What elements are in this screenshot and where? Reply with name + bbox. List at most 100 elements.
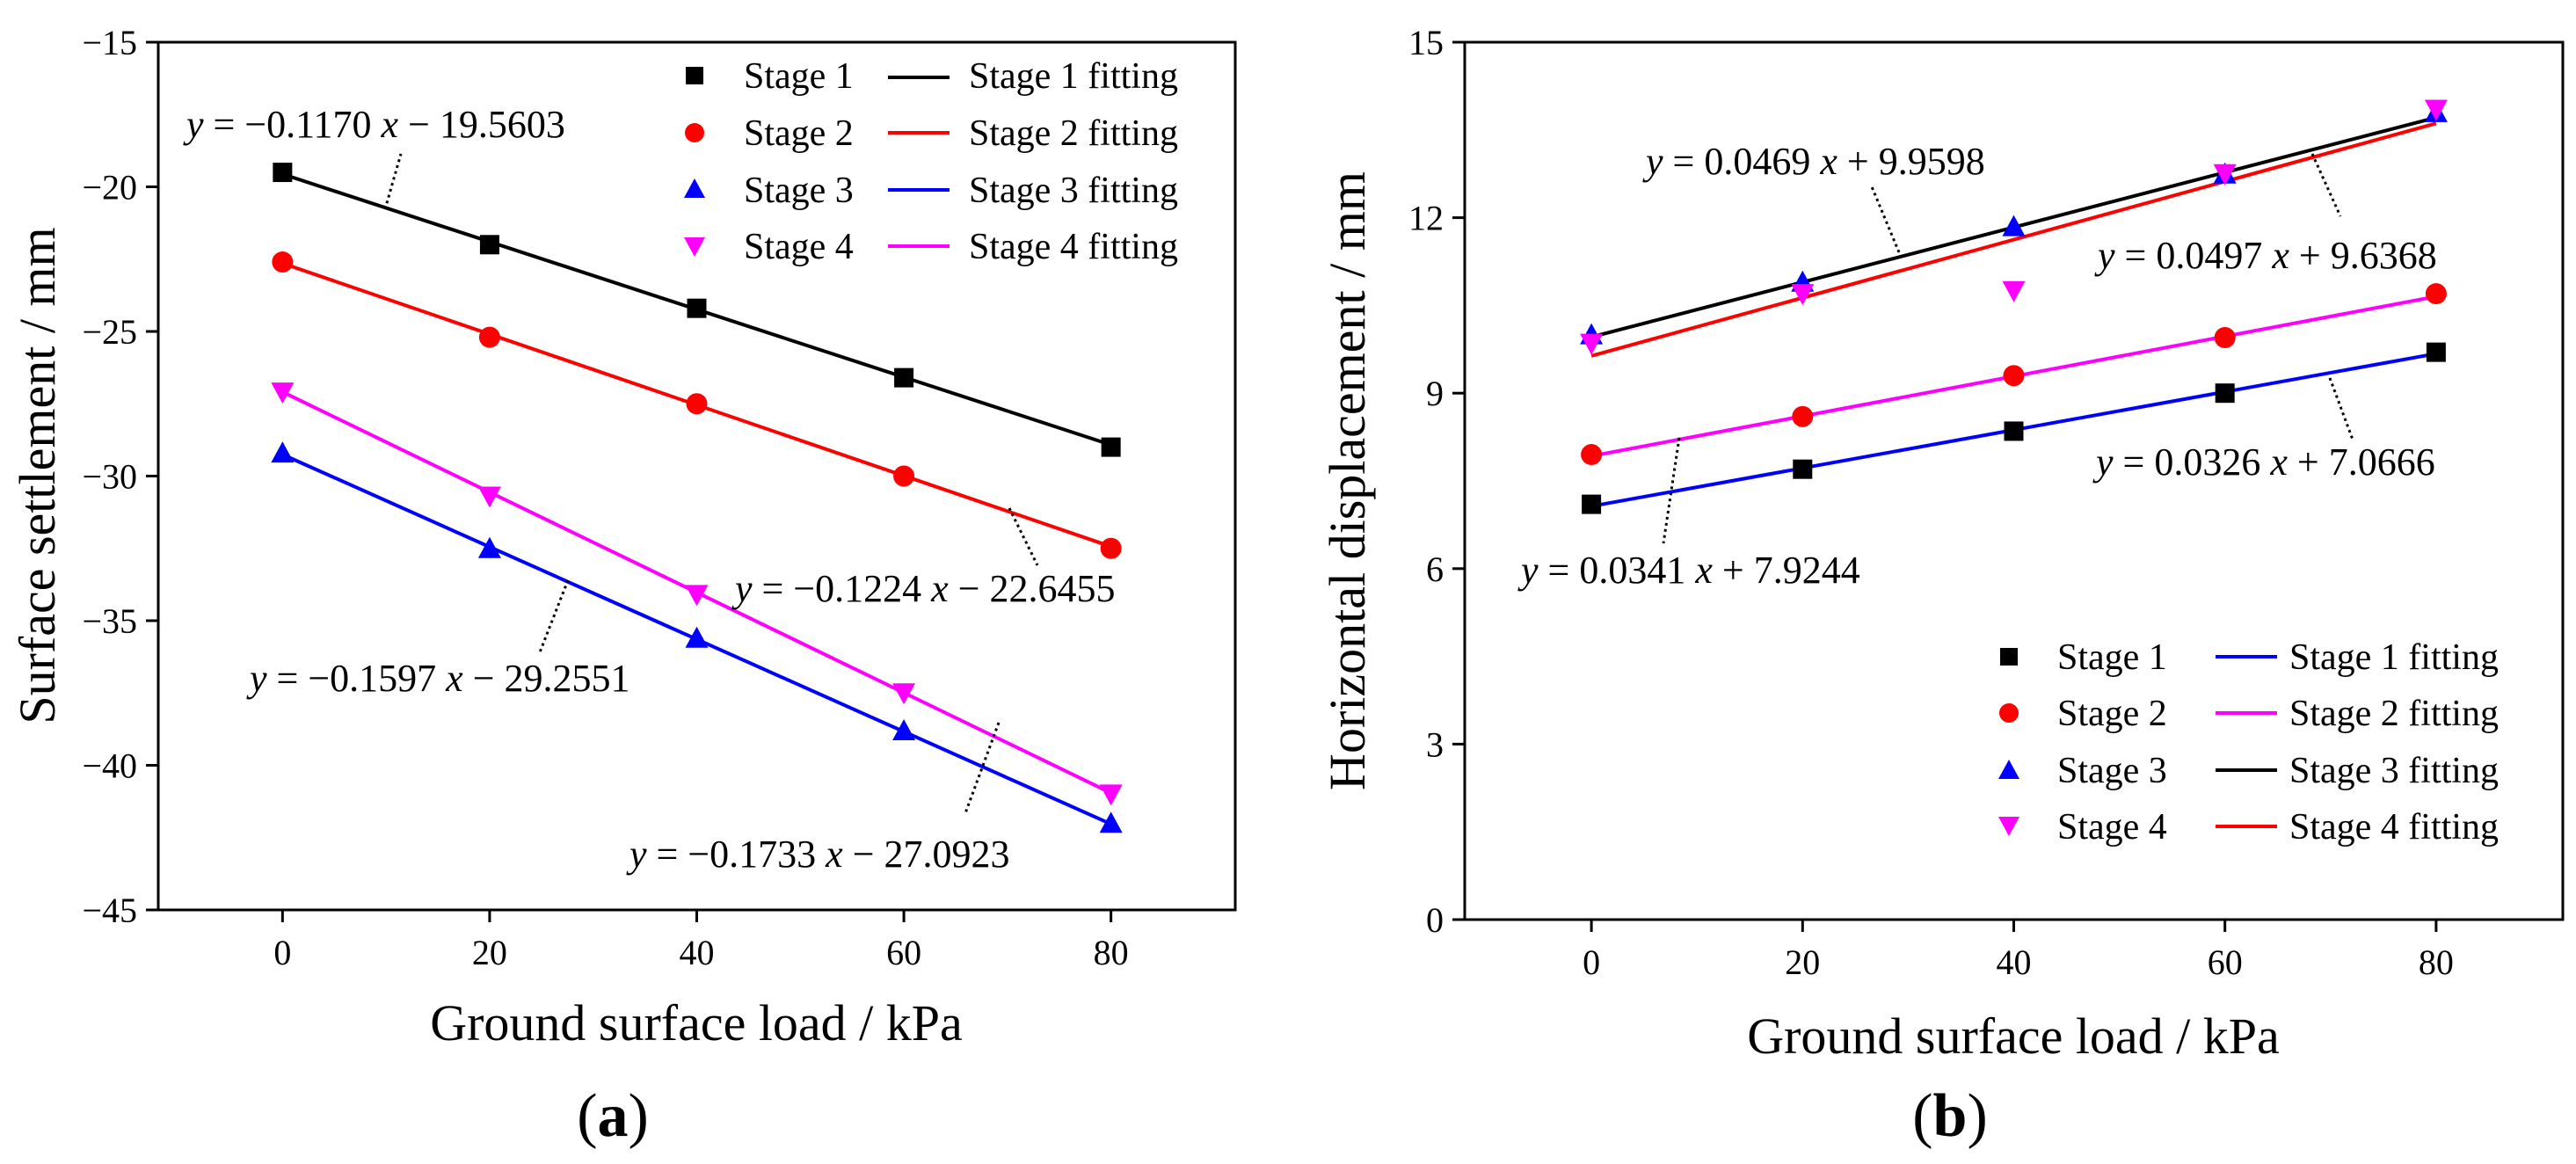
- chart-b-panel-open: (: [1912, 1082, 1932, 1150]
- chart-b-xlabel: Ground surface load / kPa: [1747, 1008, 2280, 1065]
- chart-b-point-stage-1-1: [1793, 459, 1813, 479]
- chart-a-point-stage-3-1: [477, 536, 501, 558]
- chart-b-ytick-label-1: 3: [1426, 724, 1444, 764]
- chart-a-equation-stage1: y = −0.1170 x − 19.5603: [183, 103, 565, 146]
- chart-b-panel-close: ): [1967, 1082, 1987, 1150]
- chart-a-equation-stage4: y = −0.1733 x − 27.0923: [626, 833, 1010, 876]
- chart-a-point-stage-1-3: [894, 367, 914, 388]
- chart-b-legend-marker-stage3: [1998, 760, 2019, 779]
- chart-a-ytick-label-0: −45: [82, 891, 137, 930]
- chart-a-panel-letter: a: [598, 1082, 629, 1150]
- chart-a-ytick-label-1: −40: [82, 746, 137, 786]
- chart-a-point-stage-3-3: [892, 719, 916, 741]
- chart-a-equation-stage2: y = −0.1224 x − 22.6455: [731, 567, 1116, 610]
- chart-b-markers: [1580, 99, 2448, 514]
- chart-b-point-stage-1-0: [1582, 494, 1602, 514]
- chart-b-panel-letter: b: [1933, 1082, 1968, 1150]
- chart-b-leader-line-2: [2328, 377, 2354, 440]
- chart-a-point-stage-1-0: [273, 163, 293, 183]
- chart-b-legend-label-stage3: Stage 3: [2057, 751, 2167, 791]
- chart-b-point-stage-4-1: [1791, 284, 1815, 306]
- chart-b-point-stage-3-2: [2002, 215, 2026, 236]
- chart-a-xtick-label-2: 40: [680, 933, 715, 972]
- chart-a-panel-label: (a): [577, 1082, 649, 1150]
- chart-a-markers: [271, 163, 1123, 833]
- chart-a-legend-label-stage4-fitting: Stage 4 fitting: [969, 227, 1178, 267]
- chart-a-leader-lines: [383, 153, 1039, 814]
- chart-a-equation-stage3: y = −0.1597 x − 29.2551: [246, 657, 630, 700]
- chart-a-point-stage-2-3: [893, 465, 915, 487]
- chart-a-legend-marker-stage4: [684, 237, 705, 257]
- chart-a-point-stage-2-2: [686, 393, 708, 415]
- chart-b-legend-label-stage1-fitting: Stage 1 fitting: [2289, 637, 2499, 678]
- chart-a-xlabel: Ground surface load / kPa: [430, 994, 963, 1051]
- chart-b-legend-label-stage4-fitting: Stage 4 fitting: [2289, 807, 2499, 848]
- chart-a-leader-line-1: [1008, 507, 1039, 566]
- chart-a-point-stage-2-1: [478, 326, 500, 348]
- chart-b-xtick-label-2: 40: [1997, 942, 2032, 982]
- chart-b-ytick-label-4: 12: [1408, 199, 1444, 238]
- chart-a-point-stage-3-0: [271, 441, 295, 463]
- chart-b-point-stage-2-4: [2425, 283, 2447, 305]
- chart-a-ytick-label-4: −25: [82, 312, 137, 352]
- chart-b-legend-marker-stage1: [2000, 648, 2018, 666]
- chart-a-xtick-label-0: 0: [273, 933, 291, 972]
- chart-a-legend-label-stage1-fitting: Stage 1 fitting: [969, 56, 1178, 97]
- chart-b-point-stage-4-0: [1580, 333, 1604, 355]
- chart-a-point-stage-2-0: [272, 251, 294, 273]
- chart-a-point-stage-3-4: [1099, 811, 1123, 833]
- chart-b-ylabel: Horizontal displacement / mm: [1319, 171, 1376, 790]
- chart-a-point-stage-1-4: [1101, 437, 1121, 457]
- chart-b-leader-lines: [1662, 153, 2354, 544]
- chart-b-equation-stage2: y = 0.0341 x + 7.9244: [1517, 549, 1860, 592]
- chart-a-xtick-label-3: 60: [886, 933, 921, 972]
- chart-b-legend: Stage 1 Stage 1 fitting Stage 2 Stage 2 …: [1998, 637, 2499, 848]
- chart-a-point-stage-1-1: [479, 235, 499, 255]
- chart-b-legend-label-stage2: Stage 2: [2057, 694, 2167, 734]
- chart-a-legend-label-stage2: Stage 2: [744, 113, 854, 154]
- chart-a-legend-label-stage4: Stage 4: [744, 227, 854, 267]
- chart-b-leader-line-0: [1869, 184, 1901, 253]
- chart-a-panel-close: ): [629, 1082, 649, 1150]
- chart-b-point-stage-4-4: [2424, 99, 2448, 121]
- chart-b-point-stage-1-2: [2004, 421, 2024, 441]
- chart-b-point-stage-2-1: [1792, 405, 1814, 427]
- chart-b-point-stage-4-3: [2213, 164, 2237, 186]
- chart-a-legend-label-stage3-fitting: Stage 3 fitting: [969, 171, 1178, 211]
- chart-b-ytick-label-2: 6: [1426, 549, 1444, 589]
- chart-b-legend-label-stage4: Stage 4: [2057, 807, 2167, 848]
- chart-a-panel-open: (: [577, 1082, 597, 1150]
- chart-b-legend-marker-stage4: [1998, 817, 2019, 836]
- chart-a-ytick-label-2: −35: [82, 601, 137, 641]
- chart-a-point-stage-3-2: [685, 626, 709, 648]
- chart-b-point-stage-2-3: [2214, 326, 2236, 348]
- chart-b-point-stage-4-2: [2002, 280, 2026, 302]
- chart-a-leader-line-0: [383, 153, 403, 210]
- chart-a-ytick-label-6: −15: [82, 23, 137, 62]
- chart-a-legend-label-stage2-fitting: Stage 2 fitting: [969, 113, 1178, 154]
- chart-b-equation-stage4: y = 0.0497 x + 9.6368: [2094, 234, 2437, 277]
- chart-a-leader-line-3: [964, 722, 1001, 814]
- chart-b-fit-line-stage-4: [1590, 121, 2437, 358]
- chart-a-ylabel: Surface settlement / mm: [9, 227, 66, 724]
- chart-a-xtick-label-4: 80: [1094, 933, 1129, 972]
- chart-b-legend-label-stage2-fitting: Stage 2 fitting: [2289, 694, 2499, 734]
- chart-a: 0 20 40 60 80 −45 −40 −35 −30 −25 −20 −15 Ground su…: [9, 23, 1237, 1150]
- chart-b-ytick-label-0: 0: [1426, 900, 1444, 940]
- chart-b-legend-marker-stage2: [1999, 703, 2019, 723]
- chart-a-point-stage-1-2: [687, 298, 707, 318]
- chart-b-legend-label-stage3-fitting: Stage 3 fitting: [2289, 751, 2499, 791]
- chart-a-xtick-label-1: 20: [472, 933, 507, 972]
- chart-b-point-stage-1-3: [2215, 383, 2235, 404]
- chart-b-xtick-label-0: 0: [1583, 942, 1600, 982]
- chart-b-xtick-label-4: 80: [2419, 942, 2454, 982]
- chart-b-legend-label-stage1: Stage 1: [2057, 637, 2167, 678]
- chart-a-ytick-label-3: −30: [82, 457, 137, 497]
- chart-a-legend: Stage 1 Stage 1 fitting Stage 2 Stage 2 …: [684, 56, 1178, 267]
- chart-b-point-stage-2-2: [2003, 365, 2025, 387]
- chart-a-legend-label-stage3: Stage 3: [744, 171, 854, 211]
- chart-b-point-stage-1-4: [2426, 342, 2446, 362]
- chart-a-legend-marker-stage2: [685, 123, 704, 142]
- chart-a-ytick-label-5: −20: [82, 168, 137, 207]
